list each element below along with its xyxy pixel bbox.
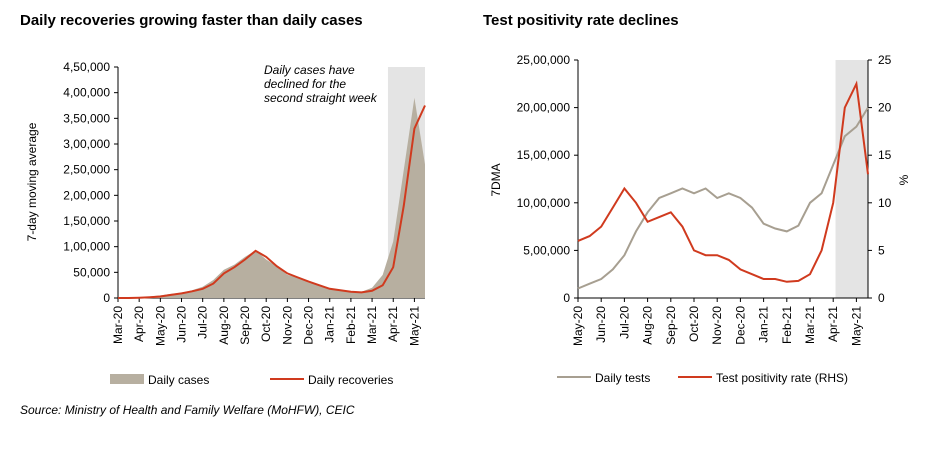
y-tick-label: 0	[563, 291, 570, 305]
line	[118, 105, 426, 299]
x-tick-label: Oct-20	[259, 306, 273, 342]
x-tick-label: Jul-20	[617, 306, 631, 339]
y-tick-label: 1,00,000	[63, 240, 110, 254]
y2-tick-label: 20	[878, 101, 892, 115]
x-tick-label: May-20	[153, 306, 167, 346]
y-axis-title: 7DMA	[489, 163, 503, 196]
y-tick-label: 10,00,000	[517, 196, 571, 210]
x-tick-label: May-21	[407, 306, 421, 346]
y-tick-label: 0	[103, 291, 110, 305]
y-tick-label: 2,50,000	[63, 163, 110, 177]
x-tick-label: Mar-21	[803, 306, 817, 344]
x-tick-label: May-20	[571, 306, 585, 346]
annotation: Daily cases have	[264, 63, 355, 77]
source: Source: Ministry of Health and Family We…	[20, 403, 355, 417]
chart-title: Test positivity rate declines	[483, 12, 679, 29]
x-tick-label: Jun-20	[175, 306, 189, 343]
y-tick-label: 5,00,000	[523, 243, 570, 257]
y-tick-label: 2,00,000	[63, 188, 110, 202]
y2-axis-title: %	[897, 174, 911, 185]
x-tick-label: Dec-20	[302, 306, 316, 345]
y-tick-label: 4,00,000	[63, 86, 110, 100]
x-tick-label: Mar-20	[111, 306, 125, 344]
y2-tick-label: 25	[878, 53, 892, 67]
x-tick-label: Sep-20	[238, 306, 252, 345]
x-tick-label: Nov-20	[280, 306, 294, 345]
y-axis-title: 7-day moving average	[25, 122, 39, 241]
y-tick-label: 25,00,000	[517, 53, 571, 67]
x-tick-label: Nov-20	[710, 306, 724, 345]
line	[577, 107, 869, 290]
legend-swatch	[110, 374, 144, 384]
x-tick-label: Jan-21	[323, 306, 337, 343]
x-tick-label: Apr-21	[826, 306, 840, 342]
y2-tick-label: 5	[878, 243, 885, 257]
chart-title: Daily recoveries growing faster than dai…	[20, 12, 363, 29]
x-tick-label: Sep-20	[664, 306, 678, 345]
legend-label: Test positivity rate (RHS)	[716, 371, 848, 385]
y-tick-label: 20,00,000	[517, 101, 571, 115]
x-tick-label: Feb-21	[780, 306, 794, 344]
annotation: declined for the	[264, 77, 346, 91]
legend-label: Daily cases	[148, 373, 209, 387]
x-tick-label: Mar-21	[365, 306, 379, 344]
x-tick-label: Oct-20	[687, 306, 701, 342]
y-tick-label: 4,50,000	[63, 60, 110, 74]
x-tick-label: Feb-21	[344, 306, 358, 344]
highlight	[835, 60, 868, 298]
y-tick-label: 15,00,000	[517, 148, 571, 162]
x-tick-label: Jul-20	[196, 306, 210, 339]
y-tick-label: 3,00,000	[63, 137, 110, 151]
line	[577, 80, 869, 283]
y2-tick-label: 0	[878, 291, 885, 305]
annotation: second straight week	[264, 91, 378, 105]
x-tick-label: Jun-20	[594, 306, 608, 343]
x-tick-label: Aug-20	[641, 306, 655, 345]
y2-tick-label: 15	[878, 148, 892, 162]
y-tick-label: 50,000	[73, 265, 110, 279]
legend-label: Daily tests	[595, 371, 650, 385]
legend-label: Daily recoveries	[308, 373, 393, 387]
y-tick-label: 1,50,000	[63, 214, 110, 228]
x-tick-label: Aug-20	[217, 306, 231, 345]
x-tick-label: Apr-21	[386, 306, 400, 342]
x-tick-label: May-21	[849, 306, 863, 346]
x-tick-label: Dec-20	[733, 306, 747, 345]
y2-tick-label: 10	[878, 196, 892, 210]
y-tick-label: 3,50,000	[63, 111, 110, 125]
x-tick-label: Apr-20	[132, 306, 146, 342]
area	[118, 97, 425, 298]
x-tick-label: Jan-21	[757, 306, 771, 343]
